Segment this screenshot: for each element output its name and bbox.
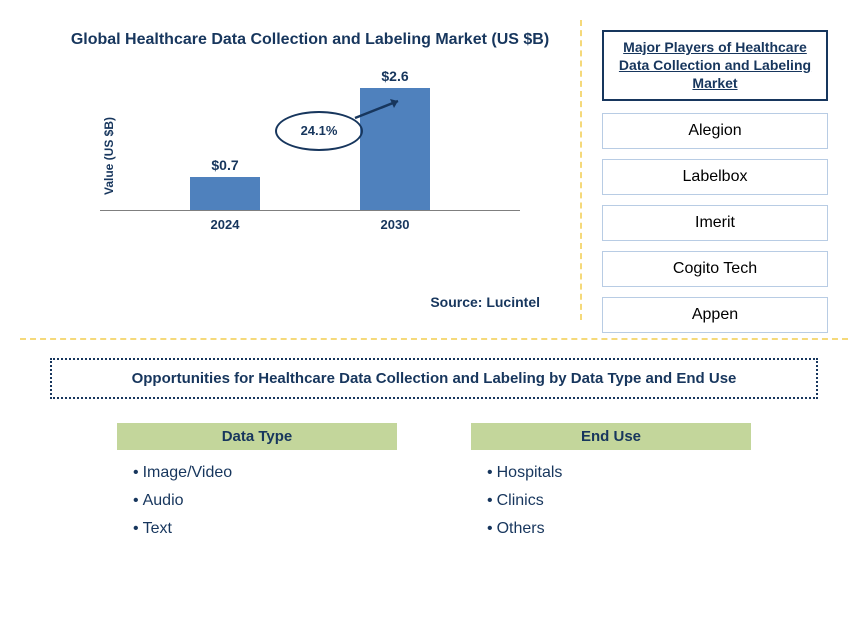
item-text: Text <box>143 520 172 537</box>
opportunities-columns: Data Type •Image/Video •Audio •Text End … <box>20 423 848 548</box>
bullet-icon: • <box>487 520 493 537</box>
list-item: •Text <box>133 520 397 538</box>
source-label: Source: Lucintel <box>430 294 540 310</box>
column-end-use: End Use •Hospitals •Clinics •Others <box>471 423 751 548</box>
players-area: Major Players of Healthcare Data Collect… <box>582 20 848 330</box>
growth-annotation: 24.1% <box>275 101 395 161</box>
x-label-1: 2030 <box>350 217 440 232</box>
bullet-icon: • <box>133 492 139 509</box>
growth-arrow-icon <box>350 96 410 121</box>
player-item-3: Cogito Tech <box>602 251 828 287</box>
top-section: Global Healthcare Data Collection and La… <box>20 20 848 330</box>
item-text: Others <box>497 520 545 537</box>
player-item-4: Appen <box>602 297 828 333</box>
bar-value-1: $2.6 <box>381 68 408 84</box>
player-item-0: Alegion <box>602 113 828 149</box>
bar-group-0: $0.7 <box>180 157 270 210</box>
list-item: •Image/Video <box>133 464 397 482</box>
list-item: •Hospitals <box>487 464 751 482</box>
item-text: Hospitals <box>497 464 563 481</box>
player-item-2: Imerit <box>602 205 828 241</box>
chart-area: Global Healthcare Data Collection and La… <box>20 20 580 330</box>
player-item-1: Labelbox <box>602 159 828 195</box>
item-text: Image/Video <box>143 464 233 481</box>
list-item: •Others <box>487 520 751 538</box>
column-header-1: End Use <box>471 423 751 450</box>
item-text: Clinics <box>497 492 544 509</box>
opportunities-title: Opportunities for Healthcare Data Collec… <box>50 358 818 399</box>
column-items-1: •Hospitals •Clinics •Others <box>471 464 751 538</box>
bar-0 <box>190 177 260 210</box>
column-header-0: Data Type <box>117 423 397 450</box>
list-item: •Audio <box>133 492 397 510</box>
x-axis-labels: 2024 2030 <box>100 217 520 232</box>
bar-value-0: $0.7 <box>211 157 238 173</box>
bullet-icon: • <box>487 464 493 481</box>
chart-plot: $0.7 $2.6 24.1% <box>100 71 520 211</box>
players-title: Major Players of Healthcare Data Collect… <box>602 30 828 101</box>
chart-body: Value (US $B) $0.7 $2.6 24.1% <box>100 71 520 241</box>
chart-title: Global Healthcare Data Collection and La… <box>60 30 560 51</box>
bullet-icon: • <box>133 520 139 537</box>
column-data-type: Data Type •Image/Video •Audio •Text <box>117 423 397 548</box>
bullet-icon: • <box>133 464 139 481</box>
x-label-0: 2024 <box>180 217 270 232</box>
list-item: •Clinics <box>487 492 751 510</box>
column-items-0: •Image/Video •Audio •Text <box>117 464 397 538</box>
horizontal-divider <box>20 338 848 340</box>
item-text: Audio <box>143 492 184 509</box>
bullet-icon: • <box>487 492 493 509</box>
